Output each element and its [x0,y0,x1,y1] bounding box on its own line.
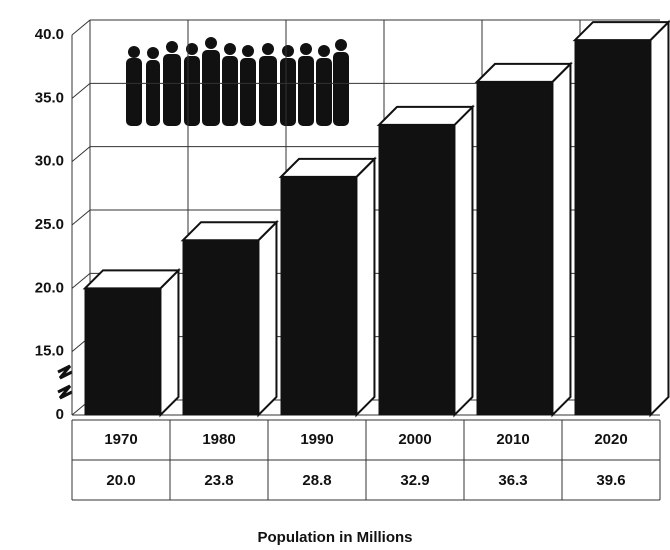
value-label: 20.0 [106,472,135,489]
bar [278,156,377,418]
y-tick-label: 35.0 [35,89,64,106]
x-tick-label: 1980 [202,431,235,448]
bar [376,104,475,418]
grid-line-floor [71,146,91,163]
bar-side [159,267,180,418]
bar-front [280,176,357,416]
bar-top [474,62,573,83]
y-tick-label: 20.0 [35,279,64,296]
x-tick-label: 2020 [594,431,627,448]
value-label: 23.8 [204,472,233,489]
y-tick-label: 15.0 [35,343,64,360]
bar [82,267,181,418]
bar [572,19,670,418]
grid-line-floor [71,209,91,226]
grid-line-floor [71,272,91,289]
y-tick-label: 40.0 [35,26,64,43]
bar-side [551,61,572,418]
bar-top [278,157,377,178]
bar-side [355,156,376,418]
value-label: 32.9 [400,472,429,489]
axis-break [57,364,73,400]
grid-line-floor [71,82,91,99]
x-tick-label: 2000 [398,431,431,448]
value-label: 28.8 [302,472,331,489]
y-tick-label: 30.0 [35,153,64,170]
bar-top [180,221,279,242]
x-tick-label: 1970 [104,431,137,448]
bar-front [574,39,651,416]
bar-front [378,124,455,416]
bar-side [257,219,278,418]
bar-top [572,21,670,42]
value-label: 36.3 [498,472,527,489]
bar-front [84,287,161,416]
grid-line-floor [71,19,91,36]
bar-front [476,81,553,416]
people-silhouette [126,37,349,126]
value-label: 39.6 [596,472,625,489]
bar-side [453,104,474,418]
bar-top [376,105,475,126]
x-tick-label: 1990 [300,431,333,448]
y-tick-label: 0 [56,406,64,423]
chart-title: Population in Millions [258,529,413,546]
y-tick-label: 25.0 [35,216,64,233]
bar [474,61,573,418]
bar-side [649,19,670,418]
bar [180,219,279,418]
x-tick-label: 2010 [496,431,529,448]
bar-top [82,269,181,290]
bar-front [182,239,259,416]
